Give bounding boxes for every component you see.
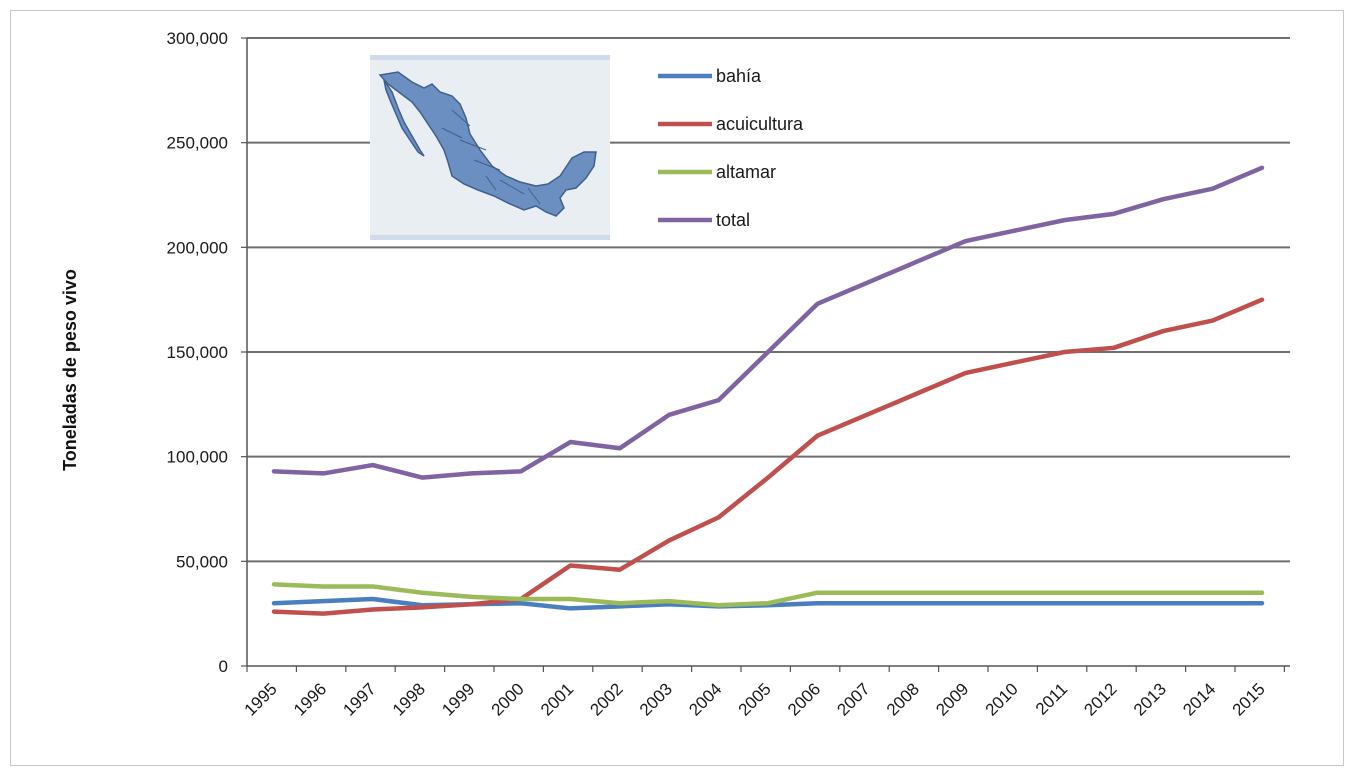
x-tick-label: 2014: [1179, 679, 1219, 719]
y-axis-label: Toneladas de peso vivo: [60, 269, 80, 471]
legend-label: total: [716, 210, 750, 230]
legend-label: bahía: [716, 66, 762, 86]
x-tick-label: 1995: [241, 679, 281, 719]
x-tick-label: 2004: [685, 679, 725, 719]
x-tick-label: 2011: [1032, 679, 1071, 718]
y-tick-label: 250,000: [167, 134, 228, 153]
x-tick-label: 2015: [1229, 679, 1269, 719]
x-tick-label: 2009: [932, 679, 972, 719]
x-tick-label: 1999: [438, 679, 478, 719]
legend: bahía acuicultura altamar total: [658, 66, 804, 230]
x-tick-label: 2002: [586, 679, 626, 719]
x-tick-label: 1997: [339, 679, 379, 719]
y-tick-label: 300,000: [167, 29, 228, 48]
legend-label: acuicultura: [716, 114, 804, 134]
x-tick-label: 2003: [636, 679, 676, 719]
x-tick-label: 1998: [389, 679, 429, 719]
x-tick-label: 2013: [1130, 679, 1170, 719]
y-tick-label: 100,000: [167, 448, 228, 467]
x-tick-label: 2007: [833, 679, 873, 719]
x-tick-label: 2012: [1080, 679, 1120, 719]
mexico-map-icon: [370, 55, 610, 240]
x-tick-label: 2000: [488, 679, 528, 719]
x-tick-label: 2008: [883, 679, 923, 719]
x-tick-label: 2006: [784, 679, 824, 719]
x-tick-label: 1996: [290, 679, 330, 719]
y-tick-label: 200,000: [167, 238, 228, 257]
y-tick-label: 150,000: [167, 343, 228, 362]
y-tick-label: 50,000: [176, 552, 228, 571]
legend-label: altamar: [716, 162, 776, 182]
x-tick-labels: 1995 1996 1997 1998 1999 2000 2001 2002 2003 2004…: [241, 679, 1269, 719]
y-tick-label: 0: [219, 657, 228, 676]
x-tick-label: 2010: [982, 679, 1022, 719]
x-tick-label: 2001: [537, 679, 577, 719]
y-tick-labels: 0 50,000 100,000 150,000 200,000 250,000 300,0…: [167, 29, 228, 676]
x-tick-label: 2005: [735, 679, 775, 719]
